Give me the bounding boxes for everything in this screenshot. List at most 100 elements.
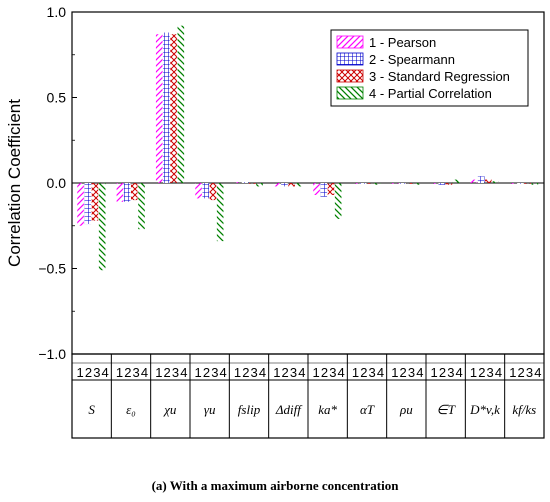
bar: [131, 183, 138, 201]
bar: [313, 183, 320, 195]
bar: [477, 176, 485, 183]
sub-label: 4: [338, 365, 345, 380]
sub-label: 1: [273, 365, 280, 380]
sub-label: 2: [124, 365, 131, 380]
bar: [256, 183, 263, 187]
bar: [273, 183, 281, 187]
bar: [391, 183, 399, 184]
sub-label: 4: [456, 365, 463, 380]
bar: [406, 183, 413, 184]
bar: [524, 183, 531, 184]
sub-label: 1: [234, 365, 241, 380]
sub-label: 4: [102, 365, 109, 380]
category-label: ka*: [318, 402, 337, 417]
bar: [413, 183, 421, 185]
sub-label: 4: [220, 365, 227, 380]
sub-label: 2: [518, 365, 525, 380]
bar: [438, 183, 446, 185]
sub-label: 2: [400, 365, 407, 380]
sub-label: 4: [259, 365, 266, 380]
y-tick-label: 1.0: [47, 4, 67, 20]
bar: [367, 183, 374, 184]
bar: [163, 32, 170, 183]
sub-label: 3: [172, 365, 179, 380]
bar: [359, 183, 367, 184]
sub-label: 1: [470, 365, 477, 380]
bar: [241, 182, 249, 183]
bar: [84, 183, 92, 225]
bar: [202, 183, 210, 199]
y-tick-label: 0.5: [47, 90, 67, 106]
sub-label: 2: [282, 365, 289, 380]
sub-label: 4: [495, 365, 502, 380]
category-label: αT: [360, 402, 375, 417]
bar: [509, 183, 517, 184]
legend-swatch: [336, 35, 364, 49]
category-label: ρu: [399, 402, 413, 417]
legend-label: 4 - Partial Correlation: [369, 86, 492, 101]
bar: [295, 183, 303, 187]
category-label: S: [88, 402, 95, 417]
sub-label: 1: [431, 365, 438, 380]
legend-label: 2 - Spearmann: [369, 52, 455, 67]
sub-label: 4: [180, 365, 187, 380]
sub-label: 2: [321, 365, 328, 380]
sub-label: 2: [360, 365, 367, 380]
sub-label: 4: [534, 365, 541, 380]
bar: [195, 183, 202, 199]
category-label: ∈T: [436, 402, 455, 417]
sub-label: 3: [329, 365, 336, 380]
sub-label: 1: [77, 365, 84, 380]
sub-label: 2: [203, 365, 210, 380]
figure-caption: (a) With a maximum airborne concentratio…: [151, 478, 399, 493]
sub-label: 4: [416, 365, 423, 380]
category-label: Δdiff: [275, 402, 303, 417]
sub-label: 3: [487, 365, 494, 380]
sub-label: 3: [408, 365, 415, 380]
bar: [281, 183, 288, 187]
legend-swatch: [336, 52, 364, 66]
legend-box: [330, 29, 529, 107]
sub-label: 4: [141, 365, 148, 380]
legend-label: 3 - Standard Regression: [369, 69, 510, 84]
category-label: kf/ks: [512, 402, 536, 417]
bar: [177, 25, 185, 184]
sub-label: 3: [93, 365, 100, 380]
bar: [470, 179, 478, 183]
sub-label: 2: [164, 365, 171, 380]
bar: [445, 183, 453, 185]
sub-label: 1: [195, 365, 202, 380]
sub-label: 2: [85, 365, 92, 380]
bar: [234, 182, 242, 183]
sub-label: 3: [211, 365, 218, 380]
bar: [155, 34, 163, 184]
sub-label: 3: [369, 365, 376, 380]
sub-label: 3: [251, 365, 258, 380]
bar: [320, 183, 328, 197]
bar: [138, 183, 145, 230]
bar: [170, 34, 177, 184]
sub-label: 2: [478, 365, 485, 380]
sub-label: 1: [155, 365, 162, 380]
legend-label: 1 - Pearson: [369, 35, 436, 50]
bar: [517, 183, 524, 184]
legend-swatch: [336, 69, 364, 83]
bar: [327, 183, 335, 195]
sub-label: 4: [298, 365, 305, 380]
bar: [492, 181, 499, 183]
sub-label: 4: [377, 365, 384, 380]
sub-label: 2: [242, 365, 249, 380]
bar: [123, 183, 131, 202]
bar: [77, 183, 84, 226]
bar: [249, 183, 256, 184]
sub-label: 1: [509, 365, 516, 380]
sub-label: 3: [290, 365, 297, 380]
y-tick-label: −0.5: [38, 261, 66, 277]
sub-label: 3: [526, 365, 533, 380]
bar: [288, 183, 295, 187]
sub-label: 3: [447, 365, 454, 380]
sub-label: 1: [352, 365, 359, 380]
y-axis-title: Correlation Coefficient: [5, 99, 24, 267]
legend-swatch: [336, 86, 364, 100]
